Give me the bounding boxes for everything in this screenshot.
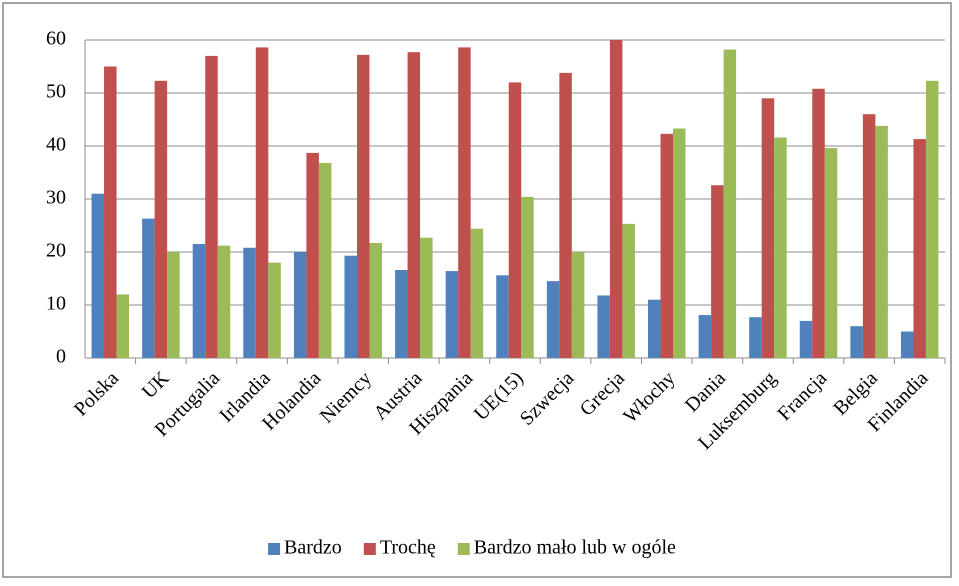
bar: [293, 252, 307, 358]
bar: [142, 218, 155, 358]
bar: [698, 315, 712, 358]
bar: [761, 98, 775, 359]
bar: [660, 133, 674, 358]
y-tick-label: 10: [46, 293, 66, 315]
legend-swatch: [457, 543, 470, 555]
bar: [648, 299, 661, 358]
legend-label: Bardzo mało lub w ogóle: [474, 537, 676, 559]
bar: [824, 148, 838, 358]
bar: [356, 54, 370, 359]
bar: [167, 252, 180, 358]
bar: [875, 125, 888, 358]
bar: [571, 252, 585, 358]
bar: [799, 320, 813, 358]
y-tick-label: 40: [46, 134, 66, 156]
bar: [546, 281, 560, 358]
bar: [749, 317, 762, 358]
y-tick-label: 60: [46, 28, 66, 50]
legend-swatch: [268, 543, 281, 555]
bar: [420, 237, 433, 358]
bar: [369, 242, 382, 358]
bar: [268, 262, 281, 358]
bar: [243, 247, 256, 358]
y-tick-label: 30: [46, 187, 66, 209]
legend-label: Bardzo: [284, 537, 342, 559]
bar: [673, 128, 686, 358]
bar: [900, 331, 914, 358]
legend-label: Trochę: [380, 537, 436, 559]
y-tick-label: 50: [46, 81, 66, 103]
bar: [407, 52, 421, 358]
y-tick-label: 20: [46, 240, 66, 262]
bar: [774, 137, 787, 358]
bar: [597, 295, 610, 358]
bar: [116, 294, 130, 358]
bar: [496, 275, 509, 358]
bar: [458, 47, 471, 359]
bar: [154, 80, 168, 358]
bar: [622, 223, 635, 358]
bar: [91, 193, 105, 358]
bar: [723, 49, 737, 358]
bar: [711, 185, 724, 358]
bar: [318, 162, 332, 358]
bar: [559, 72, 572, 359]
bar: [205, 55, 218, 359]
legend-swatch: [363, 543, 376, 555]
bar: [445, 271, 459, 358]
bar: [609, 40, 623, 358]
bar: [255, 47, 269, 359]
bar: [913, 139, 926, 358]
bar: [344, 255, 357, 358]
bar: [925, 80, 939, 358]
bar: [862, 114, 876, 358]
y-tick-label: 0: [56, 346, 66, 368]
bar: [395, 270, 408, 358]
bar: [306, 152, 319, 358]
bar: [104, 66, 117, 358]
bar: [508, 82, 522, 359]
bar: [850, 326, 863, 358]
bar: [812, 88, 825, 358]
bar: [217, 245, 231, 358]
bar: [192, 244, 206, 358]
bar: [521, 196, 534, 358]
bar: [470, 228, 484, 358]
